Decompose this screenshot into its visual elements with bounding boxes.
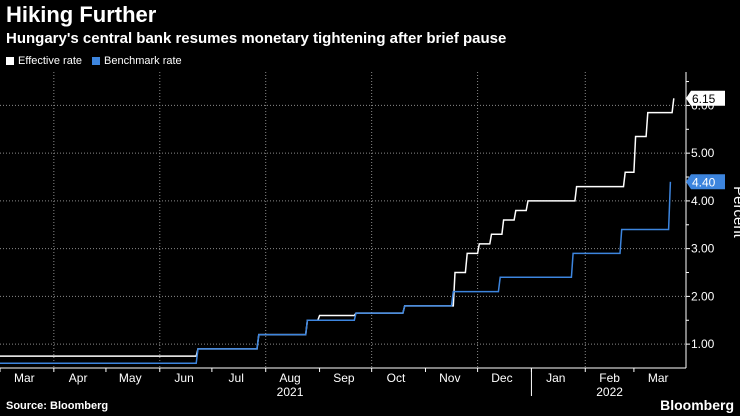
year-label: 2022 [596, 385, 623, 399]
last-value-label-effective: 6.15 [692, 92, 716, 106]
y-tick-label: 3.00 [691, 242, 715, 256]
legend-swatch-benchmark [92, 57, 100, 65]
x-tick-label: May [119, 371, 142, 385]
legend-swatch-effective [6, 57, 14, 65]
x-tick-label: Mar [648, 371, 669, 385]
y-axis-title: Percent [730, 186, 740, 239]
year-label: 2021 [277, 385, 304, 399]
x-tick-label: Jun [174, 371, 193, 385]
x-tick-label: Mar [14, 371, 35, 385]
x-tick-label: Sep [333, 371, 355, 385]
last-value-tag-benchmark: 4.40 [686, 174, 725, 190]
x-tick-label: Feb [599, 371, 620, 385]
x-tick-label: Oct [387, 371, 406, 385]
legend-label-benchmark: Benchmark rate [104, 55, 182, 67]
series-line-effective [0, 98, 675, 357]
last-value-tag-bg [686, 174, 725, 190]
y-tick-label: 1.00 [691, 337, 715, 351]
x-tick-label: Jan [546, 371, 565, 385]
x-tick-label: Jul [229, 371, 244, 385]
legend-item-benchmark: Benchmark rate [92, 55, 182, 67]
y-tick-label: 5.00 [691, 146, 715, 160]
x-tick-label: Aug [279, 371, 300, 385]
legend-item-effective: Effective rate [6, 55, 82, 67]
y-tick-label: 2.00 [691, 289, 715, 303]
series-line-benchmark [0, 181, 672, 364]
x-tick-label: Nov [439, 371, 460, 385]
last-value-tag-bg [686, 90, 725, 106]
last-value-tag-effective: 6.15 [686, 90, 725, 106]
x-tick-label: Apr [69, 371, 88, 385]
legend-label-effective: Effective rate [18, 55, 82, 67]
source-note: Source: Bloomberg [6, 400, 109, 412]
y-tick-label: 4.00 [691, 194, 715, 208]
chart-subtitle: Hungary's central bank resumes monetary … [6, 30, 507, 47]
chart-title: Hiking Further [6, 2, 157, 27]
x-tick-label: Dec [491, 371, 512, 385]
bloomberg-logo: Bloomberg [660, 397, 734, 413]
chart-legend: Effective rate Benchmark rate [6, 55, 192, 67]
last-value-label-benchmark: 4.40 [692, 175, 716, 189]
